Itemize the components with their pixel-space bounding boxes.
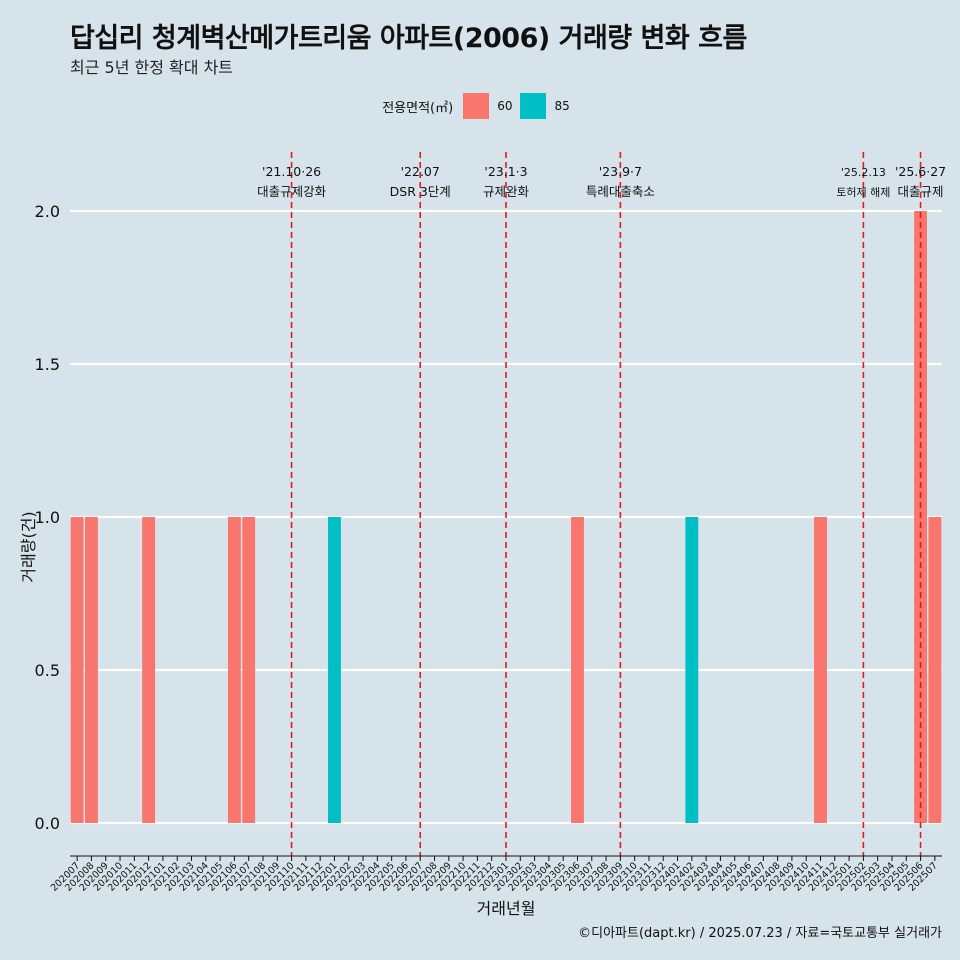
event-label: 대출규제강화	[257, 184, 327, 199]
legend-item-85: 85	[520, 93, 570, 119]
event-date: '22.07	[401, 164, 440, 179]
event-label: 특례대출축소	[586, 184, 655, 199]
legend-item-60: 60	[463, 93, 512, 119]
bar-60-202007	[70, 517, 84, 823]
bar-60-202106	[227, 517, 241, 823]
event-date: '25.6·27	[895, 164, 946, 179]
bar-85-202201	[328, 517, 341, 823]
event-date: '21.10·26	[262, 164, 321, 179]
y-tick-label: 1.0	[35, 508, 60, 527]
bar-60-202008	[85, 517, 98, 823]
bar-60-202306	[571, 517, 584, 823]
x-axis-title: 거래년월	[477, 899, 536, 918]
legend-label-85: 85	[554, 99, 570, 113]
y-tick-label: 0.0	[35, 814, 60, 833]
y-tick-label: 2.0	[35, 202, 60, 221]
caption: ©디아파트(dapt.kr) / 2025.07.23 / 자료=국토교통부 실…	[578, 926, 942, 941]
legend-title: 전용면적(㎡)	[382, 100, 454, 116]
legend-swatch-85	[520, 93, 547, 119]
bar-85-202402	[685, 517, 699, 823]
chart-subtitle: 최근 5년 한정 확대 차트	[70, 58, 234, 77]
legend-label-60: 60	[497, 99, 513, 113]
y-axis-title: 거래량(건)	[19, 511, 38, 582]
event-label: 대출규제	[898, 184, 944, 199]
bar-60-202012	[142, 517, 156, 823]
bar-60-202107	[242, 517, 256, 823]
event-date: '25.2.13	[841, 166, 886, 179]
event-date: '23.9·7	[599, 164, 642, 179]
legend-swatch-60	[463, 93, 490, 119]
y-tick-label: 0.5	[35, 661, 60, 680]
event-date: '23.1·3	[484, 164, 527, 179]
y-tick-label: 1.5	[35, 355, 60, 374]
event-label: 토허제 해제	[836, 185, 890, 199]
event-label: 규제완화	[483, 184, 530, 199]
event-label: DSR 3단계	[390, 184, 451, 199]
legend: 전용면적(㎡) 60 85	[0, 93, 960, 119]
bar-60-202411	[814, 517, 827, 823]
chart-title: 답십리 청계벽산메가트리움 아파트(2006) 거래량 변화 흐름	[70, 23, 747, 54]
bar-60-202507	[928, 517, 942, 823]
